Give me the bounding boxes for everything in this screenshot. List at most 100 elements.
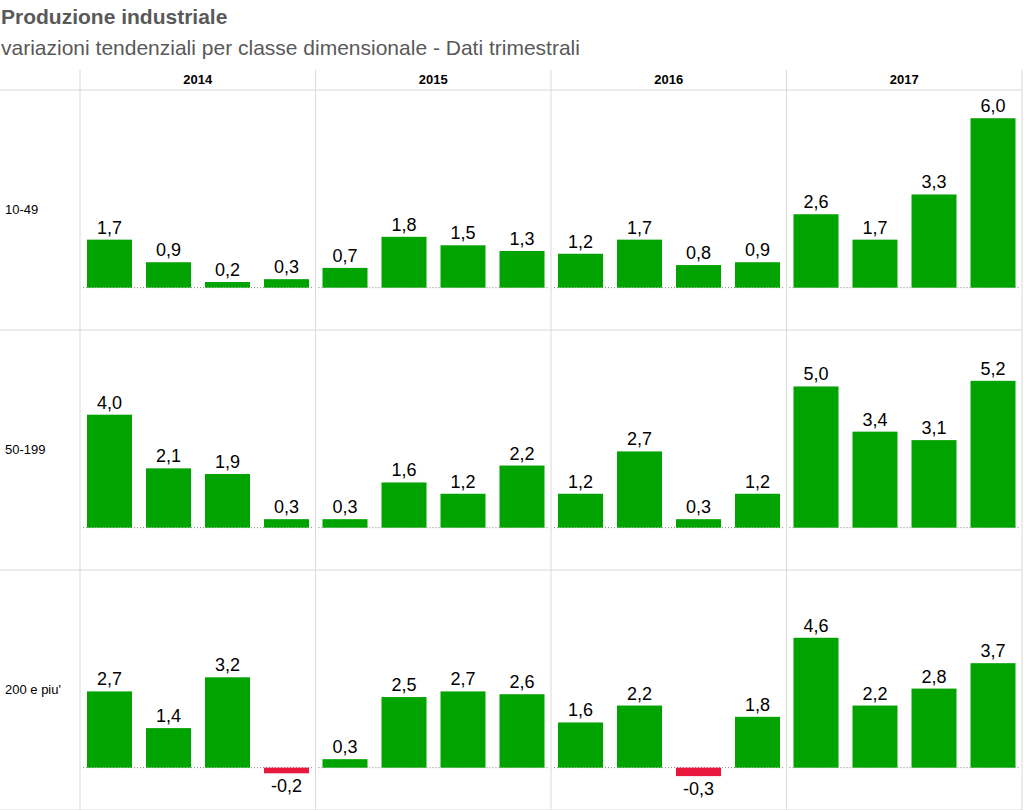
bar <box>558 494 603 528</box>
bar <box>382 697 427 768</box>
data-label: 0,3 <box>274 257 299 277</box>
bar <box>853 240 898 288</box>
data-label: 3,4 <box>862 410 887 430</box>
row-border <box>0 570 1022 571</box>
data-label: 2,2 <box>627 684 652 704</box>
data-label: 1,8 <box>745 695 770 715</box>
data-label: 1,9 <box>215 452 240 472</box>
bar <box>971 663 1016 767</box>
data-label: 0,2 <box>215 260 240 280</box>
bar <box>676 519 721 527</box>
bar <box>500 251 545 288</box>
data-label: 1,5 <box>450 223 475 243</box>
data-label: 5,0 <box>803 364 828 384</box>
bar <box>205 282 250 288</box>
column-border <box>786 70 787 810</box>
data-label: 1,3 <box>509 229 534 249</box>
data-label: 0,3 <box>332 497 357 517</box>
bars <box>87 638 1016 776</box>
data-label: 1,6 <box>568 700 593 720</box>
data-label: -0,3 <box>683 779 714 799</box>
x-tick-label: 2016 <box>654 72 683 87</box>
data-label: 0,3 <box>686 497 711 517</box>
data-label: 1,6 <box>391 460 416 480</box>
column-border <box>315 70 316 810</box>
data-label: 2,2 <box>509 444 534 464</box>
bar <box>558 722 603 767</box>
bar <box>264 768 309 774</box>
data-label: 3,2 <box>215 655 240 675</box>
column-border <box>80 70 81 810</box>
data-label: -0,2 <box>271 776 302 796</box>
data-label: 3,1 <box>921 418 946 438</box>
bar <box>382 482 427 527</box>
bar <box>735 262 780 287</box>
bar <box>676 768 721 776</box>
column-border <box>1022 70 1023 810</box>
bar <box>676 265 721 288</box>
bar <box>500 694 545 767</box>
column-border <box>551 70 552 810</box>
data-labels: 4,02,11,90,30,31,61,22,21,22,70,31,25,03… <box>97 359 1006 517</box>
data-label: 5,2 <box>980 359 1005 379</box>
data-label: 2,8 <box>921 667 946 687</box>
row-label: 50-199 <box>5 442 45 457</box>
bar <box>87 240 132 288</box>
data-label: 1,7 <box>862 218 887 238</box>
bar <box>87 691 132 767</box>
bar <box>558 254 603 288</box>
data-label: 1,2 <box>568 232 593 252</box>
bar <box>441 245 486 287</box>
bar <box>382 237 427 288</box>
data-label: 2,2 <box>862 684 887 704</box>
bar <box>264 279 309 287</box>
data-label: 2,6 <box>509 672 534 692</box>
data-label: 2,6 <box>803 192 828 212</box>
data-label: 3,7 <box>980 641 1005 661</box>
data-label: 1,4 <box>156 706 181 726</box>
bar <box>323 268 368 288</box>
bar <box>853 432 898 528</box>
bars <box>87 381 1016 528</box>
bar <box>617 706 662 768</box>
bar <box>617 240 662 288</box>
data-label: 0,7 <box>332 246 357 266</box>
data-label: 0,3 <box>274 497 299 517</box>
bar <box>323 519 368 527</box>
bar <box>912 689 957 768</box>
bar <box>794 214 839 287</box>
bar <box>971 118 1016 287</box>
bar <box>794 638 839 768</box>
data-labels: 2,71,43,2-0,20,32,52,72,61,62,2-0,31,84,… <box>97 616 1006 799</box>
grid <box>0 70 1022 810</box>
data-label: 1,7 <box>627 218 652 238</box>
data-label: 4,6 <box>803 616 828 636</box>
data-label: 0,3 <box>332 737 357 757</box>
bar <box>264 519 309 527</box>
title: Produzione industriale <box>1 5 227 28</box>
bar <box>912 440 957 528</box>
bar <box>735 494 780 528</box>
bar <box>971 381 1016 528</box>
bar <box>794 386 839 527</box>
data-label: 1,7 <box>97 218 122 238</box>
data-label: 0,9 <box>156 240 181 260</box>
data-label: 1,2 <box>450 472 475 492</box>
bar <box>87 415 132 528</box>
bar <box>441 691 486 767</box>
data-label: 0,8 <box>686 243 711 263</box>
bar <box>146 262 191 287</box>
data-label: 1,2 <box>745 472 770 492</box>
data-label: 2,1 <box>156 446 181 466</box>
data-label: 2,7 <box>450 669 475 689</box>
x-tick-label: 2014 <box>183 72 213 87</box>
bars <box>87 118 1016 287</box>
bar <box>617 451 662 527</box>
bar <box>146 728 191 768</box>
data-label: 4,0 <box>97 393 122 413</box>
bar <box>146 468 191 527</box>
chart: Produzione industrialevariazioni tendenz… <box>0 0 1024 810</box>
data-label: 0,9 <box>745 240 770 260</box>
bar <box>205 677 250 767</box>
bar <box>323 759 368 767</box>
